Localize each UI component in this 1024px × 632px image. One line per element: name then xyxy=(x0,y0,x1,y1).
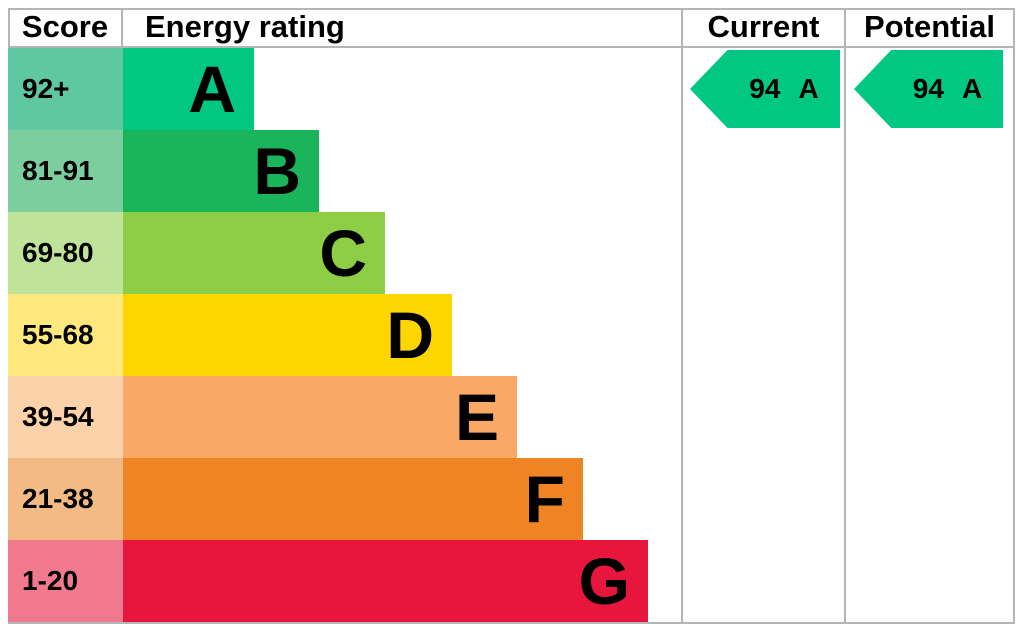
band-row: 21-38 F xyxy=(8,458,583,540)
band-letter: G xyxy=(578,544,630,618)
band-row: 69-80 C xyxy=(8,212,385,294)
energy-rating-column-header: Energy rating xyxy=(145,9,345,44)
current-rating-arrow: 94 A xyxy=(690,50,840,128)
band-score-label: 1-20 xyxy=(22,565,79,596)
band-score-cell: 39-54 xyxy=(8,376,123,458)
header-bottom-line xyxy=(8,46,1015,48)
band-score-label: 39-54 xyxy=(22,401,94,432)
band-bar: A xyxy=(123,48,254,130)
score-column-header: Score xyxy=(21,9,109,44)
band-letter: C xyxy=(319,216,367,290)
potential-column-left-line xyxy=(844,8,846,624)
potential-band-letter: A xyxy=(961,73,983,104)
band-score-cell: 1-20 xyxy=(8,540,123,622)
band-score-cell: 21-38 xyxy=(8,458,123,540)
band-score-cell: 81-91 xyxy=(8,130,123,212)
band-row: 92+ A xyxy=(8,48,254,130)
band-row: 39-54 E xyxy=(8,376,517,458)
band-letter: F xyxy=(524,462,565,536)
band-letter: D xyxy=(386,298,434,372)
band-score-cell: 55-68 xyxy=(8,294,123,376)
current-band-letter: A xyxy=(798,73,819,104)
band-letter: B xyxy=(253,134,301,208)
band-bar: E xyxy=(123,376,517,458)
band-row: 55-68 D xyxy=(8,294,452,376)
band-score-cell: 69-80 xyxy=(8,212,123,294)
border-top-line xyxy=(8,8,1015,10)
band-bar: C xyxy=(123,212,385,294)
band-bar: F xyxy=(123,458,583,540)
band-score-label: 55-68 xyxy=(22,319,94,350)
band-score-label: 92+ xyxy=(22,73,70,104)
band-row: 1-20 G xyxy=(8,540,648,622)
band-score-label: 81-91 xyxy=(22,155,94,186)
potential-column-header: Potential xyxy=(864,9,995,44)
potential-score-value: 94 xyxy=(912,73,944,104)
band-score-label: 21-38 xyxy=(22,483,94,514)
border-right-line xyxy=(1013,8,1015,624)
score-column-divider xyxy=(121,8,123,48)
band-bar: D xyxy=(123,294,452,376)
current-column-left-line xyxy=(681,8,683,624)
current-score-value: 94 xyxy=(749,73,781,104)
band-row: 81-91 B xyxy=(8,130,319,212)
band-score-cell: 92+ xyxy=(8,48,123,130)
potential-rating-arrow: 94 A xyxy=(854,50,1003,128)
band-bar: G xyxy=(123,540,648,622)
band-bar: B xyxy=(123,130,319,212)
band-letter: A xyxy=(188,52,236,126)
band-letter: E xyxy=(454,380,499,454)
current-column-header: Current xyxy=(707,9,820,44)
border-bottom-line xyxy=(8,622,1015,624)
header-left-line xyxy=(8,8,10,48)
band-score-label: 69-80 xyxy=(22,237,94,268)
